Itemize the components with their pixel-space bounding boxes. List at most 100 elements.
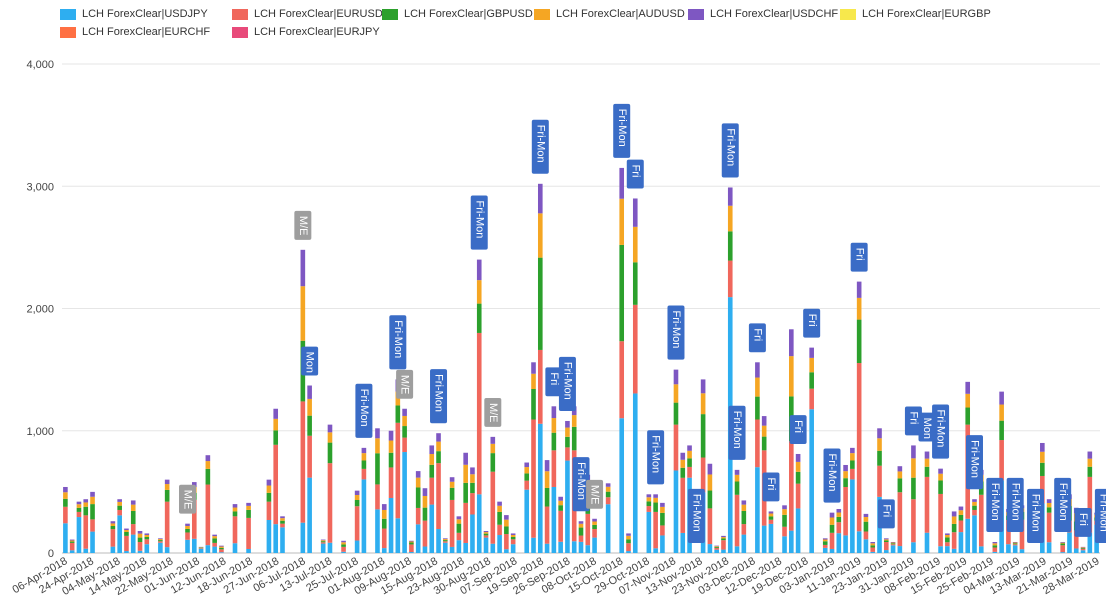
bar-segment (355, 506, 360, 540)
annotation: Fri-Mon (532, 120, 549, 174)
bar-segment (993, 547, 998, 551)
bar-segment (124, 532, 129, 536)
bar-segment (409, 542, 414, 544)
legend-item[interactable]: LCH ForexClear|EURJPY (232, 26, 380, 38)
bar-segment (144, 539, 149, 544)
legend-item[interactable]: LCH ForexClear|EURCHF (60, 26, 210, 38)
bar-segment (558, 501, 563, 505)
bar-segment (165, 490, 170, 502)
annotation: Fri-Mon (1007, 478, 1024, 532)
bar-segment (735, 482, 740, 495)
legend-item[interactable]: LCH ForexClear|GBPUSD (382, 8, 533, 20)
bar-segment (389, 431, 394, 441)
bar-segment (504, 526, 509, 534)
annotation-label: Fri-Mon (534, 125, 546, 163)
bar-segment (484, 534, 489, 536)
annotation: Fri-Mon (729, 406, 746, 460)
bar-segment (165, 547, 170, 553)
bar-segment (206, 455, 211, 461)
legend-item[interactable]: LCH ForexClear|EURUSD (232, 8, 383, 20)
bar-segment (219, 549, 224, 552)
bar-segment (911, 445, 916, 458)
bar-segment (355, 500, 360, 506)
bar-segment (307, 478, 312, 553)
bar-segment (165, 502, 170, 547)
annotation: Fri (627, 160, 644, 189)
bar-segment (144, 533, 149, 535)
bar-segment (789, 531, 794, 553)
bar-segment (674, 403, 679, 425)
bar-segment (925, 533, 930, 553)
bar-segment (463, 465, 468, 483)
bar-segment (864, 539, 869, 553)
legend-item[interactable]: LCH ForexClear|USDJPY (60, 8, 208, 20)
bar-segment (212, 547, 217, 553)
bar-segment (592, 519, 597, 522)
bar-segment (857, 363, 862, 531)
bar-segment (144, 537, 149, 539)
bar-segment (552, 433, 557, 451)
bar-segment (850, 460, 855, 468)
bar-segment (219, 552, 224, 553)
bar-segment (531, 374, 536, 389)
bar-segment (938, 546, 943, 553)
bar-segment (212, 536, 217, 538)
bar-segment (830, 533, 835, 549)
annotation: Fri (762, 473, 779, 502)
bar-segment (124, 536, 129, 551)
bar-segment (925, 467, 930, 477)
bar-segment (490, 444, 495, 453)
bar-segment (389, 498, 394, 553)
bar-segment (1074, 548, 1079, 553)
bar-segment (965, 408, 970, 425)
bar-segment (206, 485, 211, 546)
legend-swatch (382, 9, 398, 20)
bar-segment (212, 535, 217, 536)
bar-segment (830, 513, 835, 518)
bar-segment (708, 491, 713, 509)
legend-item[interactable]: LCH ForexClear|USDCHF (688, 8, 838, 20)
bar-segment (382, 519, 387, 529)
bar-segment (362, 460, 367, 468)
bar-segment (131, 505, 136, 511)
bar-segment (504, 520, 509, 527)
bar-segment (993, 542, 998, 543)
annotation-label: Fri (1077, 513, 1089, 526)
bar-segment (674, 384, 679, 402)
bar-segment (497, 535, 502, 553)
bar-segment (565, 461, 570, 553)
legend-item[interactable]: LCH ForexClear|AUDUSD (534, 8, 685, 20)
bar-segment (280, 518, 285, 521)
bar-segment (484, 531, 489, 532)
bar-segment (809, 409, 814, 553)
bar-segment (531, 389, 536, 420)
bar-segment (938, 480, 943, 493)
bar-segment (463, 483, 468, 503)
bar-segment (552, 406, 557, 418)
bar-segment (877, 438, 882, 450)
bar-segment (870, 547, 875, 551)
bar-segment (341, 547, 346, 552)
bar-segment (117, 506, 122, 510)
legend-item[interactable]: LCH ForexClear|EURGBP (840, 8, 991, 20)
bar-segment (117, 502, 122, 506)
bar-segment (626, 539, 631, 543)
annotation-label: Fri (765, 478, 777, 491)
bar-segment (864, 517, 869, 522)
bar-segment (633, 227, 638, 262)
bar-segment (301, 250, 306, 286)
bar-segment (158, 539, 163, 540)
bar-segment (809, 348, 814, 358)
bar-segment (185, 532, 190, 539)
annotation: M/E (294, 211, 311, 240)
annotation: M/E (396, 370, 413, 399)
legend-swatch (232, 27, 248, 38)
bar-segment (925, 477, 930, 533)
bar-segment (436, 529, 441, 553)
bar-segment (823, 548, 828, 553)
bar-segment (246, 518, 251, 549)
bar-segment (830, 525, 835, 533)
bar-segment (246, 549, 251, 553)
bar-segment (836, 533, 841, 553)
bar-segment (653, 494, 658, 498)
